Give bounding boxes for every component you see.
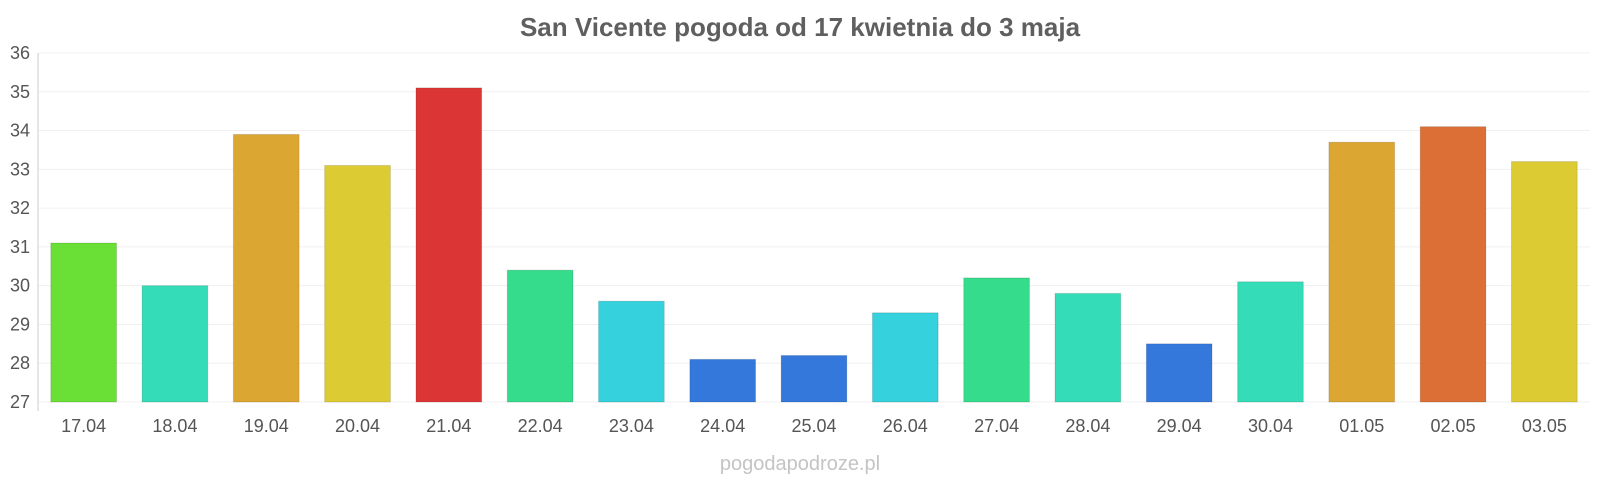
bar-25.04 — [780, 354, 848, 403]
x-tick-label: 01.05 — [1339, 416, 1384, 436]
y-tick-label: 30 — [10, 276, 30, 296]
y-tick-label: 35 — [10, 82, 30, 102]
bar-30.04 — [1237, 281, 1304, 403]
x-tick-label: 29.04 — [1157, 416, 1202, 436]
bar-28.04 — [1054, 292, 1122, 403]
bar-27.04 — [963, 277, 1030, 403]
bar-29.04 — [1145, 343, 1213, 403]
x-tick-label: 28.04 — [1065, 416, 1110, 436]
x-tick-label: 27.04 — [974, 416, 1019, 436]
bar-02.05 — [1419, 126, 1487, 403]
x-tick-label: 02.05 — [1431, 416, 1476, 436]
y-tick-label: 27 — [10, 392, 30, 412]
bars — [50, 87, 1578, 403]
x-tick-label: 25.04 — [791, 416, 836, 436]
watermark-text: pogodapodroze.pl — [720, 453, 880, 475]
bar-03.05 — [1510, 161, 1578, 403]
y-tick-label: 28 — [10, 353, 30, 373]
bar-23.04 — [598, 300, 665, 403]
y-tick-label: 29 — [10, 314, 30, 334]
x-tick-label: 23.04 — [609, 416, 654, 436]
x-tick-label: 03.05 — [1522, 416, 1567, 436]
x-tick-label: 18.04 — [152, 416, 197, 436]
x-tick-label: 22.04 — [518, 416, 563, 436]
x-tick-label: 20.04 — [335, 416, 380, 436]
bar-17.04 — [50, 242, 118, 403]
bar-18.04 — [141, 285, 209, 403]
y-tick-label: 31 — [10, 237, 30, 257]
bar-01.05 — [1328, 141, 1396, 403]
x-tick-label: 24.04 — [700, 416, 745, 436]
bar-24.04 — [689, 358, 757, 403]
x-axis-ticks: 17.04 18.04 19.04 20.04 21.04 22.04 23.04 24.04… — [61, 416, 1567, 436]
bar-19.04 — [232, 133, 300, 403]
y-axis-ticks: 27 28 29 30 31 32 33 34 35 36 — [10, 43, 30, 412]
x-tick-label: 19.04 — [244, 416, 289, 436]
bar-21.04 — [415, 87, 483, 403]
y-tick-label: 34 — [10, 121, 30, 141]
x-tick-label: 26.04 — [883, 416, 928, 436]
bar-20.04 — [324, 164, 391, 403]
x-tick-label: 30.04 — [1248, 416, 1293, 436]
y-tick-label: 32 — [10, 198, 30, 218]
y-tick-label: 33 — [10, 159, 30, 179]
y-tick-label: 36 — [10, 43, 30, 63]
x-tick-label: 21.04 — [426, 416, 471, 436]
bar-26.04 — [871, 312, 939, 403]
x-tick-label: 17.04 — [61, 416, 106, 436]
chart-title: San Vicente pogoda od 17 kwietnia do 3 m… — [520, 12, 1081, 42]
bar-22.04 — [506, 269, 574, 403]
